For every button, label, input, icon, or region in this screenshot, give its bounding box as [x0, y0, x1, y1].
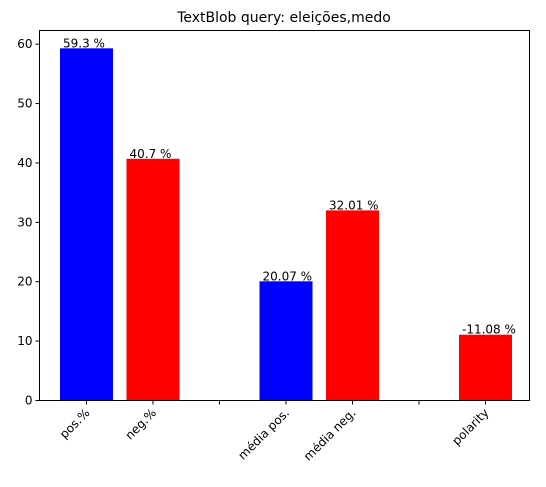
y-tick-label: 10: [17, 334, 32, 348]
y-tick-label: 20: [17, 275, 32, 289]
y-tick-label: 30: [17, 215, 32, 229]
bar-m-dia-pos-: [259, 281, 313, 401]
x-tick-label: polarity: [449, 406, 491, 448]
bar-neg-: [126, 158, 180, 401]
x-axis: pos.% neg.% média pos. média neg. polarity: [57, 400, 492, 464]
data-label: 32.01 %: [329, 198, 379, 212]
plot-frame: [39, 30, 530, 401]
chart-title: TextBlob query: eleições,medo: [176, 10, 391, 26]
y-axis: 0 10 20 30 40 50 60: [17, 37, 40, 408]
x-tick-label: pos.%: [57, 406, 93, 442]
x-tick-label: média pos.: [235, 406, 292, 463]
data-labels-group: 59.3 % 40.7 % 20.07 % 32.01 % -11.08 %: [63, 36, 516, 336]
data-label: 59.3 %: [63, 36, 105, 50]
bar-pos-: [60, 48, 113, 401]
x-tick-label: neg.%: [122, 406, 159, 443]
data-label: -11.08 %: [462, 323, 516, 337]
y-tick-label: 40: [17, 156, 32, 170]
data-label: 20.07 %: [263, 269, 313, 283]
data-label: 40.7 %: [130, 147, 172, 161]
y-tick-label: 60: [17, 37, 32, 51]
bar-m-dia-neg-: [326, 210, 379, 401]
y-tick-label: 0: [25, 394, 33, 408]
bar-polarity: [459, 334, 512, 401]
bars-group: [60, 48, 512, 401]
y-tick-label: 50: [17, 97, 32, 111]
x-tick-label: média neg.: [301, 406, 359, 464]
